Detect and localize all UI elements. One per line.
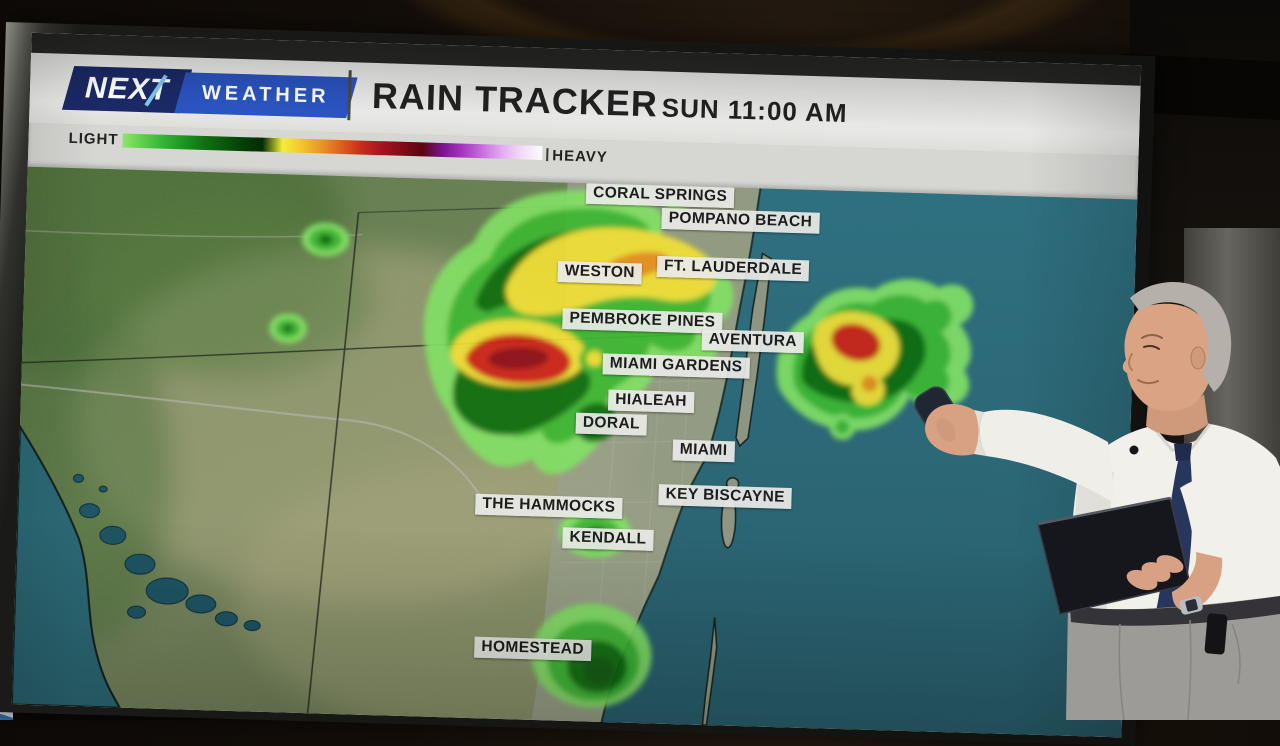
radar-map-graphic xyxy=(11,166,1138,738)
city-label-miami: MIAMI xyxy=(672,439,735,463)
facial-features xyxy=(1128,334,1163,385)
left-hand xyxy=(1126,552,1223,612)
city-label-homestead: HOMESTEAD xyxy=(474,636,592,662)
city-label-doral: DORAL xyxy=(575,412,648,436)
pants-creases xyxy=(1118,619,1241,720)
logo-weather-box: WEATHER xyxy=(174,72,358,119)
next-weather-logo: NEXT WEATHER xyxy=(61,66,358,119)
city-label-hialeah: HIALEAH xyxy=(607,389,695,414)
weather-presenter xyxy=(914,281,1280,720)
screen-content: NEXT WEATHER RAIN TRACKER SUN 11:00 AM L… xyxy=(11,32,1142,738)
city-label-kendall: KENDALL xyxy=(562,527,654,551)
forecast-timestamp: SUN 11:00 AM xyxy=(661,92,848,128)
mic-transmitter-pack xyxy=(1204,613,1228,655)
city-label-miami-gardens: MIAMI GARDENS xyxy=(602,353,750,379)
city-label-coral-springs: CORAL SPRINGS xyxy=(585,182,735,209)
lakes xyxy=(72,473,261,632)
legend-light-label: LIGHT xyxy=(68,129,119,149)
lapel-microphone-icon xyxy=(1129,445,1139,455)
city-label-key-biscayne: KEY BISCAYNE xyxy=(658,484,793,510)
thumb xyxy=(936,418,956,442)
logo-weather-text: WEATHER xyxy=(201,81,331,108)
atlantic-ocean xyxy=(601,188,1138,738)
legend-heavy-label: HEAVY xyxy=(552,147,609,166)
west-coast-water xyxy=(11,423,122,709)
left-forearm-sleeve xyxy=(1180,478,1243,568)
tie-knot xyxy=(1174,443,1192,461)
pointing-arm-sleeve xyxy=(979,409,1116,504)
page-title: RAIN TRACKER xyxy=(371,74,659,125)
legend-heavy-tick xyxy=(546,148,549,162)
legend-gradient-bar xyxy=(122,133,543,160)
city-label-ft-lauderdale: FT. LAUDERDALE xyxy=(656,255,810,282)
tablet-edge-highlight xyxy=(1037,496,1171,526)
watch-face xyxy=(1185,599,1198,612)
belt xyxy=(1070,596,1280,626)
gray-hair xyxy=(1130,281,1232,392)
weather-wall-screen: NEXT WEATHER RAIN TRACKER SUN 11:00 AM L… xyxy=(0,22,1156,746)
city-label-the-hammocks: THE HAMMOCKS xyxy=(475,493,623,519)
logo-next-box: NEXT xyxy=(61,66,193,114)
city-label-aventura: AVENTURA xyxy=(701,329,805,354)
ear xyxy=(1190,346,1206,370)
presenter-face xyxy=(1122,303,1214,412)
broadcast-frame: { "screen": { "brand": { "next_label": "… xyxy=(0,0,1280,720)
city-label-weston: WESTON xyxy=(557,260,643,285)
radar-map: CORAL SPRINGS POMPANO BEACH WESTON FT. LAUD… xyxy=(11,166,1138,738)
